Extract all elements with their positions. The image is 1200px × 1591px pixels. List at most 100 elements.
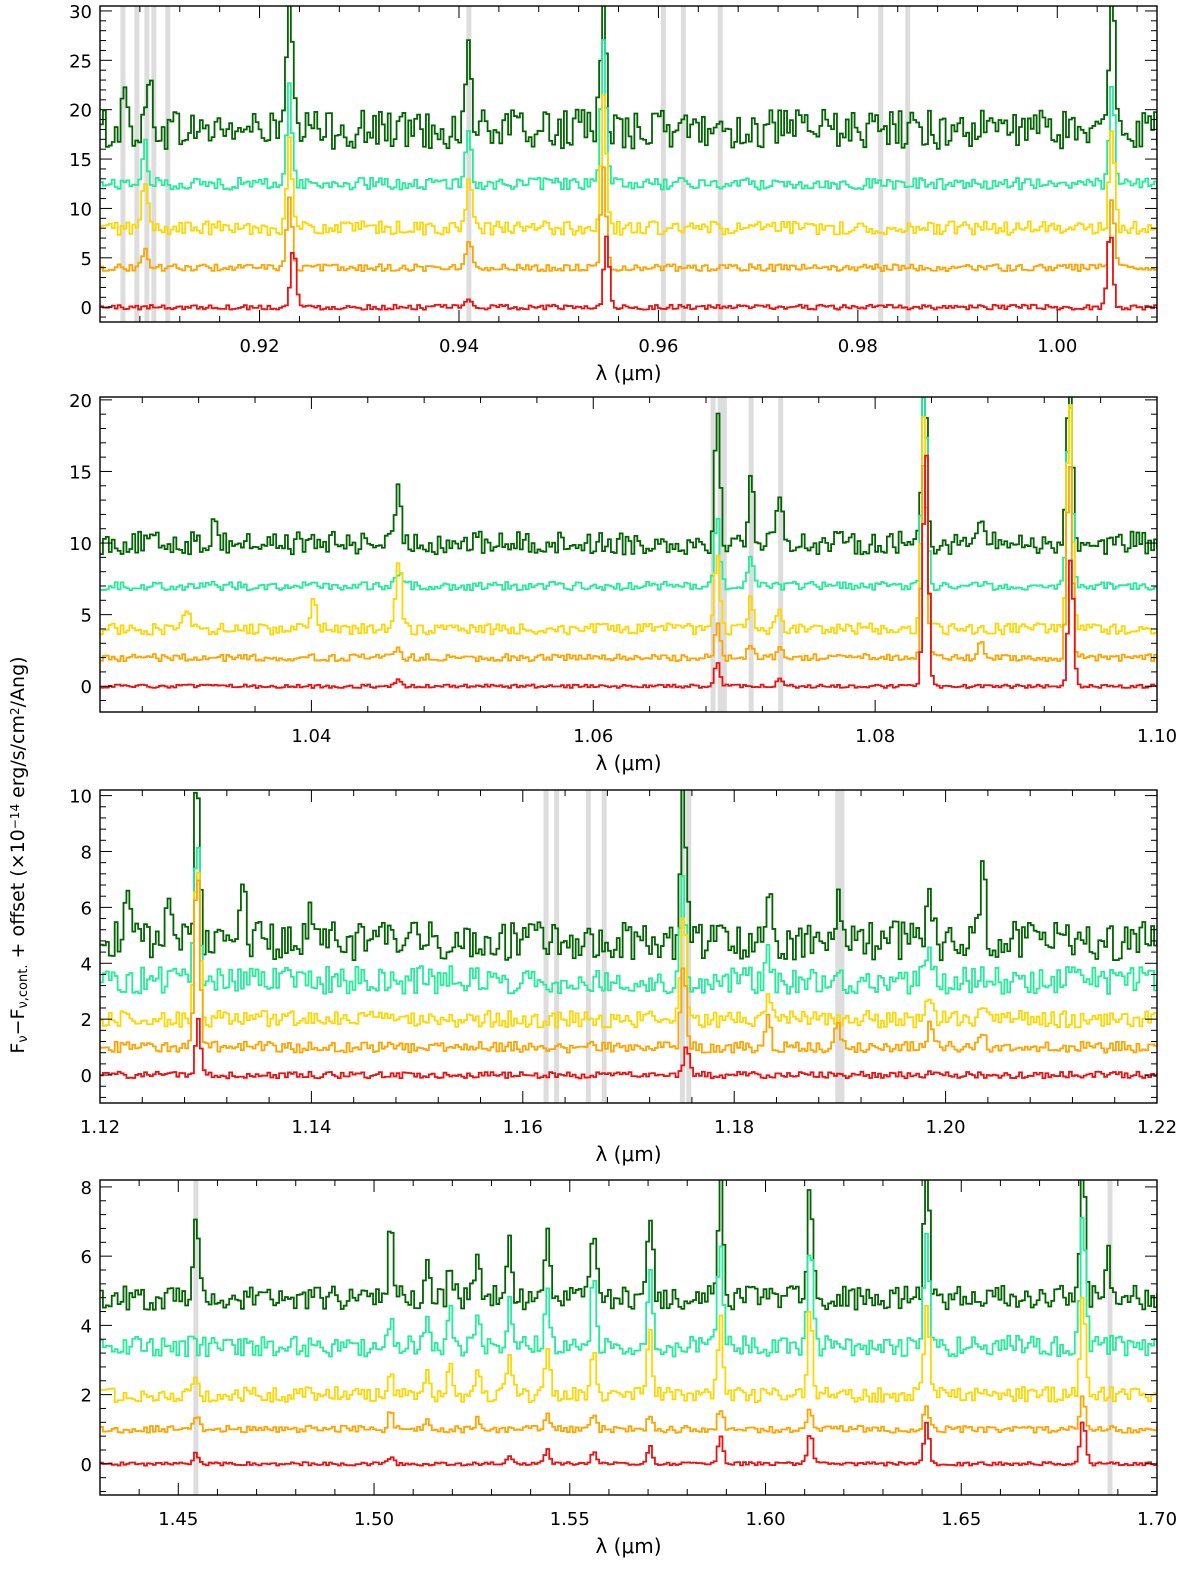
spectrum-series-5 xyxy=(100,454,1157,689)
x-tick-label: 1.50 xyxy=(354,1509,394,1530)
y-tick-label: 8 xyxy=(81,842,92,863)
telluric-band xyxy=(543,790,549,1103)
spectrum-series-5 xyxy=(100,1017,1157,1080)
y-tick-label: 4 xyxy=(81,954,92,975)
x-tick-label: 0.94 xyxy=(439,336,479,357)
y-tick-label: 20 xyxy=(69,101,92,122)
spectrum-panel-3: 1.12 1.14 1.16 1.18 1.20 1.22 0 2 4 6 8 10 λ (μm) xyxy=(69,787,1177,1166)
spectrum-panel-4: 1.45 1.50 1.55 1.60 1.65 1.70 0 2 4 6 8 λ (μm) xyxy=(81,1178,1177,1558)
telluric-band xyxy=(835,790,841,1103)
spectrum-series-4 xyxy=(100,879,1157,1054)
y-tick-label: 0 xyxy=(81,1455,92,1476)
telluric-band xyxy=(660,6,666,322)
x-tick-label: 1.18 xyxy=(714,1117,754,1138)
spectrum-panel-1: 0.92 0.94 0.96 0.98 1.00 0 5 10 15 20 25 30 λ (μm) xyxy=(69,2,1158,385)
y-tick-label: 5 xyxy=(81,249,92,270)
shared-y-axis-label: Fν−Fν,cont. + offset (×10−14 erg/s/cm2/A… xyxy=(7,656,31,1053)
y-tick-label: 8 xyxy=(81,1178,92,1199)
x-tick-label: 0.98 xyxy=(838,336,878,357)
y-tick-label: 0 xyxy=(81,677,92,698)
spectrum-series-3 xyxy=(100,1296,1157,1404)
telluric-band xyxy=(134,6,140,322)
x-tick-label: 1.60 xyxy=(745,1509,785,1530)
telluric-band xyxy=(679,790,685,1103)
y-tick-label: 5 xyxy=(81,606,92,627)
panel-frame xyxy=(99,396,1158,713)
x-tick-label: 1.20 xyxy=(926,1117,966,1138)
spectrum-series-3 xyxy=(100,404,1157,636)
x-tick-label: 1.12 xyxy=(80,1117,120,1138)
telluric-band xyxy=(120,6,126,322)
telluric-band xyxy=(717,6,723,322)
spectrum-series-5 xyxy=(100,1421,1157,1467)
spectrum-series-1 xyxy=(100,397,1157,556)
spectrum-series-4 xyxy=(100,1395,1157,1434)
telluric-band xyxy=(585,790,591,1103)
y-tick-label: 6 xyxy=(81,898,92,919)
spectrum-series-2 xyxy=(100,846,1157,995)
y-tick-label: 2 xyxy=(81,1386,92,1407)
telluric-band xyxy=(878,6,884,322)
x-tick-label: 0.92 xyxy=(240,336,280,357)
x-tick-label: 1.00 xyxy=(1037,336,1077,357)
y-tick-label: 30 xyxy=(69,2,92,23)
panel-frame xyxy=(99,789,1158,1104)
telluric-band xyxy=(839,790,845,1103)
spectrum-series-4 xyxy=(100,166,1157,273)
spectrum-series-1 xyxy=(100,6,1157,150)
x-tick-label: 1.70 xyxy=(1137,1509,1177,1530)
y-tick-label: 0 xyxy=(81,298,92,319)
x-tick-label: 1.04 xyxy=(291,726,331,747)
y-tick-label: 20 xyxy=(69,391,92,412)
y-tick-label: 2 xyxy=(81,1010,92,1031)
x-axis-label: λ (μm) xyxy=(595,361,661,385)
x-axis-label: λ (μm) xyxy=(595,1142,661,1166)
telluric-band xyxy=(151,6,157,322)
spectrum-series-1 xyxy=(100,790,1157,962)
y-tick-label: 15 xyxy=(69,462,92,483)
spectrum-series-5 xyxy=(100,235,1157,311)
telluric-band xyxy=(778,397,784,712)
x-tick-label: 1.55 xyxy=(550,1509,590,1530)
spectrum-series-4 xyxy=(100,465,1157,663)
spectrum-series-3 xyxy=(100,94,1157,236)
y-tick-label: 25 xyxy=(69,51,92,72)
panel-frame xyxy=(99,5,1158,323)
panel-frame xyxy=(99,1179,1158,1496)
y-tick-label: 15 xyxy=(69,150,92,171)
x-tick-label: 0.96 xyxy=(638,336,678,357)
y-tick-label: 10 xyxy=(69,199,92,220)
spectrum-series-2 xyxy=(100,1216,1157,1358)
spectrum-panel-2: 1.04 1.06 1.08 1.10 0 5 10 15 20 λ (μm) xyxy=(69,391,1177,775)
x-tick-label: 1.45 xyxy=(158,1509,198,1530)
x-tick-label: 1.10 xyxy=(1137,726,1177,747)
y-tick-label: 0 xyxy=(81,1066,92,1087)
spectrum-series-3 xyxy=(100,871,1157,1029)
telluric-band xyxy=(748,397,754,712)
telluric-band xyxy=(554,790,560,1103)
telluric-band xyxy=(466,6,472,322)
y-tick-label: 4 xyxy=(81,1316,92,1337)
spectrum-series-1 xyxy=(100,1180,1157,1311)
spectrum-series-2 xyxy=(100,39,1157,191)
y-tick-label: 10 xyxy=(69,534,92,555)
x-axis-label: λ (μm) xyxy=(595,1534,661,1558)
x-axis-label: λ (μm) xyxy=(595,751,661,775)
telluric-band xyxy=(680,6,686,322)
x-tick-label: 1.16 xyxy=(503,1117,543,1138)
telluric-band xyxy=(686,790,692,1103)
spectrum-series-2 xyxy=(100,397,1157,592)
x-tick-label: 1.65 xyxy=(941,1509,981,1530)
telluric-band xyxy=(165,6,171,322)
x-tick-label: 1.14 xyxy=(291,1117,331,1138)
telluric-band xyxy=(193,1180,199,1495)
telluric-band xyxy=(721,397,727,712)
x-tick-label: 1.22 xyxy=(1137,1117,1177,1138)
y-tick-label: 10 xyxy=(69,787,92,808)
x-tick-label: 1.08 xyxy=(855,726,895,747)
telluric-band xyxy=(905,6,911,322)
y-tick-label: 6 xyxy=(81,1247,92,1268)
x-tick-label: 1.06 xyxy=(573,726,613,747)
